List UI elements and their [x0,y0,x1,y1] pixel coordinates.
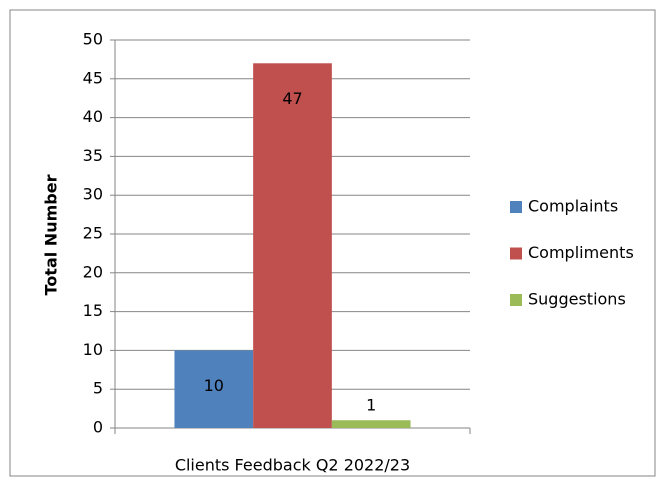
y-tick-label: 15 [83,301,103,320]
y-tick-label: 25 [83,224,103,243]
data-label: 47 [282,89,302,108]
y-tick-label: 30 [83,185,103,204]
y-axis-label: Total Number [42,174,61,295]
legend-swatch [510,247,522,260]
legend-label: Suggestions [528,290,626,309]
bar [331,420,411,428]
y-tick-label: 45 [83,68,103,87]
chart-border [9,9,656,477]
legend-label: Complaints [528,197,618,216]
y-tick-label: 0 [93,418,103,437]
x-tick-label: Clients Feedback Q2 2022/23 [175,456,410,475]
y-tick-label: 5 [93,379,103,398]
bar [174,350,254,428]
legend-label: Compliments [528,243,634,262]
y-tick-label: 20 [83,262,103,281]
y-tick-label: 50 [83,30,103,49]
y-tick-label: 35 [83,146,103,165]
data-label: 1 [366,396,376,415]
y-tick-label: 10 [83,340,103,359]
legend-swatch [510,294,522,306]
legend-swatch [510,201,522,213]
data-label: 10 [204,376,224,395]
y-tick-label: 40 [83,107,103,126]
bar [253,63,332,428]
